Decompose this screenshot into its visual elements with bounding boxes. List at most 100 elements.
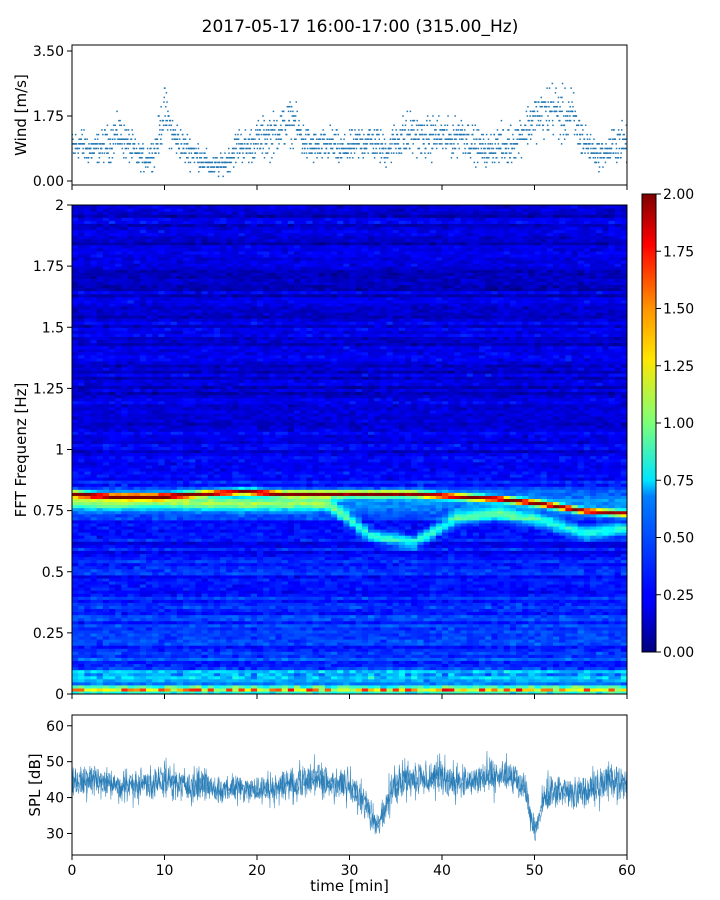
spectrogram-cell bbox=[349, 614, 357, 619]
spectrogram-cell bbox=[269, 602, 277, 606]
spectrogram-cell bbox=[405, 596, 412, 600]
spectrogram-cell bbox=[405, 648, 412, 652]
spectrogram-cell bbox=[176, 602, 184, 606]
spectrogram-cell bbox=[540, 690, 548, 694]
spectrogram-cell bbox=[121, 617, 129, 622]
wind-point bbox=[293, 124, 295, 127]
wind-point bbox=[174, 133, 177, 136]
wind-point bbox=[261, 124, 264, 127]
spectrogram-cell bbox=[324, 645, 332, 649]
wind-point bbox=[497, 143, 500, 145]
spectrogram-cell bbox=[281, 599, 289, 603]
spectrogram-cell bbox=[102, 651, 110, 655]
spectrogram-cell bbox=[540, 623, 548, 628]
spectrogram-cell bbox=[614, 678, 622, 683]
spectrogram-cell bbox=[72, 669, 79, 674]
wind-point bbox=[459, 138, 461, 140]
spectrogram-cell bbox=[559, 602, 566, 606]
spectrogram-cell bbox=[232, 678, 240, 683]
spectrogram-cell bbox=[516, 690, 523, 694]
wind-point bbox=[260, 143, 262, 145]
spectrogram-cell bbox=[460, 599, 468, 603]
wind-point bbox=[264, 133, 266, 136]
spectrogram-cell bbox=[479, 642, 486, 646]
spectrogram-cell bbox=[485, 654, 492, 658]
spectrogram-cell bbox=[312, 663, 320, 668]
spectrogram-cell bbox=[374, 681, 381, 686]
spectrogram-cell bbox=[583, 675, 591, 680]
spectrogram-cell bbox=[577, 617, 585, 622]
spectrogram-cell bbox=[232, 632, 240, 637]
spectrogram-cell bbox=[220, 672, 227, 677]
spectrogram-cell bbox=[491, 657, 499, 661]
wind-point bbox=[292, 115, 295, 117]
spectrogram-cell bbox=[620, 678, 627, 683]
spectrogram-cell bbox=[361, 629, 369, 634]
spectrogram-cell bbox=[337, 614, 344, 619]
spectrogram-cell bbox=[294, 651, 301, 655]
spectrogram-cell bbox=[516, 614, 523, 619]
spectrogram-cell bbox=[540, 632, 548, 637]
wind-point bbox=[123, 124, 125, 127]
spectrogram-cell bbox=[226, 684, 233, 689]
spectrogram-cell bbox=[596, 608, 603, 613]
wind-point bbox=[258, 133, 260, 136]
wind-point bbox=[460, 138, 463, 140]
spectrogram-cell bbox=[220, 654, 227, 658]
spectrogram-cell bbox=[152, 605, 159, 610]
spectrogram-cell bbox=[152, 623, 159, 628]
spectrogram-cell bbox=[534, 638, 542, 643]
spectrogram-cell bbox=[454, 614, 462, 619]
spectrogram-cell bbox=[349, 651, 357, 655]
wind-point bbox=[353, 143, 355, 145]
wind-point bbox=[110, 161, 112, 164]
wind-point bbox=[384, 147, 387, 150]
spectrogram-cell bbox=[472, 642, 480, 646]
spectrogram-cell bbox=[491, 645, 499, 649]
spectrogram-cell bbox=[275, 605, 283, 610]
spectrogram-cell bbox=[491, 608, 499, 613]
wind-point bbox=[333, 133, 335, 136]
spectrogram-cell bbox=[133, 611, 141, 616]
spectrogram-cell bbox=[608, 638, 616, 643]
spectrogram-cell bbox=[571, 675, 579, 680]
spectrogram-cell bbox=[509, 645, 517, 649]
spectrogram-cell bbox=[534, 596, 542, 600]
spectrogram-cell bbox=[596, 645, 603, 649]
wind-point bbox=[482, 138, 485, 140]
wind-point bbox=[395, 129, 397, 131]
spectrogram-cell bbox=[454, 681, 462, 686]
wind-point bbox=[197, 143, 199, 145]
spectrogram-cell bbox=[238, 605, 246, 610]
spectrogram-cell bbox=[565, 632, 573, 637]
wind-point bbox=[337, 143, 339, 145]
spectrogram-cell bbox=[590, 675, 597, 680]
spectrogram-cell bbox=[84, 654, 92, 658]
spectrogram-cell bbox=[398, 617, 406, 622]
spectrogram-cell bbox=[565, 629, 573, 634]
spectrogram-cell bbox=[269, 599, 277, 603]
spectrogram-cell bbox=[176, 608, 184, 613]
spectrogram-cell bbox=[152, 654, 159, 658]
wind-point bbox=[592, 147, 594, 150]
wind-point bbox=[617, 129, 620, 131]
wind-point bbox=[280, 124, 282, 127]
spectrogram-cell bbox=[244, 678, 252, 683]
wind-point bbox=[371, 152, 374, 154]
spectrogram-cell bbox=[553, 626, 560, 631]
spectrogram-cell bbox=[213, 614, 221, 619]
wind-point bbox=[193, 147, 195, 150]
spectrogram-cell bbox=[349, 681, 357, 686]
wind-point bbox=[624, 147, 626, 150]
wind-point bbox=[375, 143, 377, 145]
wind-x-ticks bbox=[71, 185, 628, 190]
spectrogram-cell bbox=[546, 623, 554, 628]
spectrogram-cell bbox=[269, 651, 277, 655]
wind-point bbox=[364, 143, 366, 145]
spectrogram-cell bbox=[337, 675, 344, 680]
spectrogram-cell bbox=[620, 635, 627, 640]
spectrogram-cell bbox=[287, 651, 295, 655]
spectrogram-cell bbox=[158, 654, 166, 658]
spectrogram-cell bbox=[583, 617, 591, 622]
spectrogram-cell bbox=[164, 687, 172, 692]
